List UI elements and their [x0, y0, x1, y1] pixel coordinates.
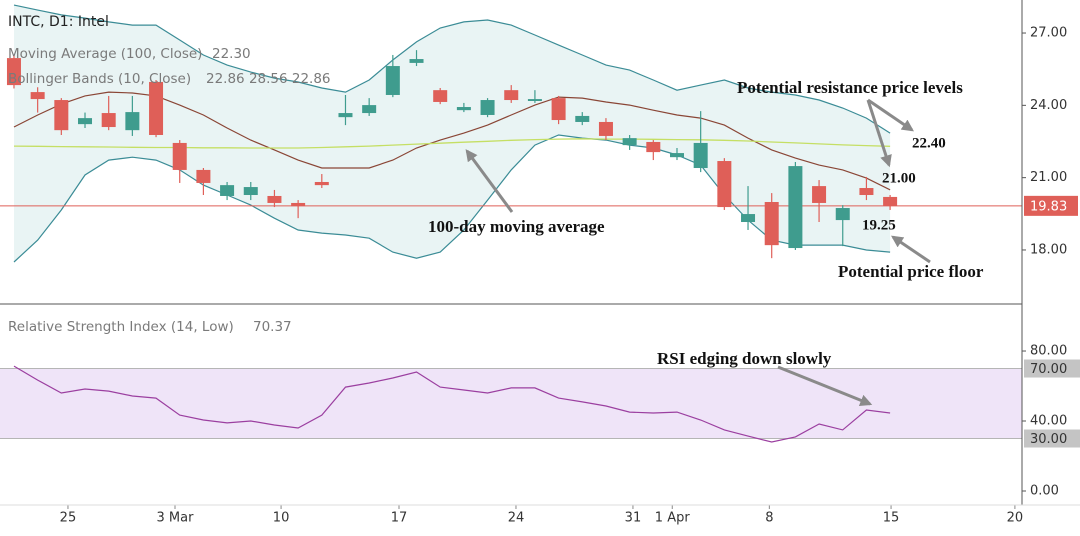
candle-body	[717, 161, 732, 208]
legend-bb: Bollinger Bands (10, Close)	[8, 71, 191, 87]
annotation: 100-day moving average	[428, 217, 605, 236]
candle-body	[220, 185, 235, 196]
bollinger-upper	[13, 4, 891, 134]
arrow	[867, 98, 914, 132]
candle-body	[409, 59, 424, 63]
candle-body	[835, 208, 850, 221]
candle-body	[812, 186, 827, 203]
candle-body	[883, 196, 898, 206]
plot-area: 18.00 21.00 24.00 27.00 19.83 0.00 40.00 80.00 3…	[0, 4, 1080, 526]
candle-body	[243, 187, 258, 196]
rsi-tick-label: 80.00	[1030, 344, 1067, 359]
candle-body	[646, 141, 661, 153]
x-tick-label: 31	[625, 511, 642, 526]
rsi-band-box	[1024, 359, 1080, 378]
x-tick-label: 24	[508, 511, 525, 526]
candle-body	[598, 121, 613, 136]
rsi-band-box	[1024, 429, 1080, 448]
rsi-band-label: 30.00	[1030, 432, 1067, 447]
candle-body	[54, 100, 69, 131]
candle-body	[6, 58, 21, 86]
rsi-band	[0, 368, 1022, 439]
x-tick-label: 25	[60, 511, 77, 526]
overlay: INTC, D1: Intel Moving Average (100, Clo…	[0, 0, 1080, 506]
candle-body	[480, 100, 495, 115]
candle-body	[196, 169, 211, 183]
arrow	[777, 365, 873, 406]
rsi-tick-label: 0.00	[1030, 484, 1059, 499]
candle-body	[362, 105, 377, 114]
candle-body	[433, 90, 448, 102]
y-tick-label: 24.00	[1030, 98, 1067, 113]
arrow	[465, 149, 514, 213]
legend-rsi-value: 70.37	[253, 319, 292, 335]
candle-body	[741, 214, 756, 223]
x-tick-label: 1 Apr	[655, 511, 691, 526]
candle-body	[291, 202, 306, 207]
annotation: 19.25	[862, 217, 896, 233]
candle-body	[575, 115, 590, 122]
candle-body	[527, 99, 542, 101]
x-tick-label: 8	[765, 511, 773, 526]
annotation: 21.00	[882, 170, 916, 186]
arrow	[891, 235, 931, 264]
arrow	[866, 99, 892, 168]
chart-title: INTC, D1: Intel	[8, 14, 109, 30]
candle-body	[149, 81, 164, 135]
annotation: 22.40	[912, 135, 946, 151]
rsi-tick-label: 40.00	[1030, 414, 1067, 429]
x-tick-label: 10	[273, 511, 290, 526]
x-tick-label: 3 Mar	[157, 511, 195, 526]
candle-body	[859, 188, 874, 196]
candle-body	[551, 98, 566, 121]
candle-body	[338, 113, 353, 118]
candle-body	[78, 118, 93, 125]
annotation: RSI edging down slowly	[657, 349, 832, 368]
x-tick-label: 17	[391, 511, 408, 526]
bollinger-fill	[14, 5, 891, 262]
rsi-line	[13, 365, 891, 443]
candle-body	[669, 153, 684, 158]
y-tick-label: 27.00	[1030, 26, 1067, 41]
candle-body	[267, 195, 282, 203]
moving-average	[13, 138, 891, 149]
x-tick-label: 20	[1007, 511, 1024, 526]
candle-body	[764, 202, 779, 246]
x-tick-label: 15	[883, 511, 900, 526]
candle-body	[314, 181, 329, 186]
candle-body	[30, 92, 45, 100]
legend-rsi: Relative Strength Index (14, Low)	[8, 319, 234, 335]
candle-body	[101, 113, 116, 128]
candle-body	[622, 138, 637, 146]
rsi-band-label: 70.00	[1030, 362, 1067, 377]
annotation-arrows	[465, 98, 931, 406]
annotation: Potential price floor	[838, 262, 984, 281]
legend-ma-value: 22.30	[212, 46, 251, 62]
legend-ma: Moving Average (100, Close)	[8, 46, 202, 62]
candle-body	[172, 142, 187, 170]
last-price-box	[1024, 195, 1078, 216]
legend-bb-value: 22.86 28.56 22.86	[206, 71, 331, 87]
candle-body	[693, 142, 708, 169]
candle-body	[788, 166, 803, 249]
annotation: Potential resistance price levels	[737, 78, 963, 97]
last-price-label: 19.83	[1030, 199, 1067, 214]
candle-body	[456, 107, 471, 111]
candle-body	[125, 112, 140, 131]
y-tick-label: 21.00	[1030, 170, 1067, 185]
candle-body	[504, 90, 519, 101]
y-tick-label: 18.00	[1030, 242, 1067, 257]
candle-body	[385, 66, 400, 95]
